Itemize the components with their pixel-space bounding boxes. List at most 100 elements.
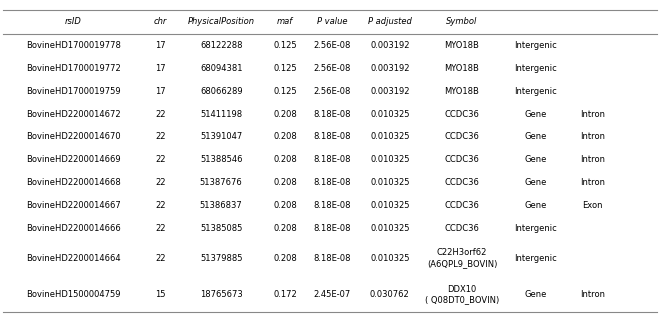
Text: 51391047: 51391047 (200, 132, 242, 141)
Text: 0.172: 0.172 (273, 290, 297, 299)
Text: 0.125: 0.125 (273, 41, 297, 50)
Text: 2.45E-07: 2.45E-07 (314, 290, 351, 299)
Text: P value: P value (317, 17, 348, 26)
Text: BovineHD2200014667: BovineHD2200014667 (26, 201, 121, 210)
Text: 51388546: 51388546 (200, 156, 242, 165)
Text: 8.18E-08: 8.18E-08 (314, 201, 351, 210)
Text: C22H3orf62
(A6QPL9_BOVIN): C22H3orf62 (A6QPL9_BOVIN) (427, 249, 497, 268)
Text: 0.208: 0.208 (273, 178, 297, 187)
Text: MYO18B: MYO18B (445, 64, 479, 73)
Text: 0.003192: 0.003192 (370, 87, 410, 96)
Text: 0.208: 0.208 (273, 109, 297, 118)
Text: 15: 15 (156, 290, 166, 299)
Text: 0.208: 0.208 (273, 254, 297, 263)
Text: 8.18E-08: 8.18E-08 (314, 178, 351, 187)
Text: Gene: Gene (525, 290, 547, 299)
Text: 0.030762: 0.030762 (370, 290, 410, 299)
Text: Symbol: Symbol (446, 17, 478, 26)
Text: 51411198: 51411198 (200, 109, 242, 118)
Text: 17: 17 (156, 41, 166, 50)
Text: BovineHD1700019772: BovineHD1700019772 (26, 64, 121, 73)
Text: MYO18B: MYO18B (445, 87, 479, 96)
Text: P adjusted: P adjusted (368, 17, 412, 26)
Text: Intergenic: Intergenic (514, 224, 557, 233)
Text: 0.010325: 0.010325 (370, 156, 410, 165)
Text: 68122288: 68122288 (200, 41, 242, 50)
Text: 68094381: 68094381 (200, 64, 242, 73)
Text: Gene: Gene (525, 132, 547, 141)
Text: Intron: Intron (580, 156, 605, 165)
Text: CCDC36: CCDC36 (445, 201, 479, 210)
Text: 0.003192: 0.003192 (370, 41, 410, 50)
Text: 0.125: 0.125 (273, 64, 297, 73)
Text: BovineHD2200014669: BovineHD2200014669 (26, 156, 121, 165)
Text: BovineHD2200014666: BovineHD2200014666 (26, 224, 121, 233)
Text: 2.56E-08: 2.56E-08 (314, 64, 351, 73)
Text: 51385085: 51385085 (200, 224, 242, 233)
Text: Intergenic: Intergenic (514, 41, 557, 50)
Text: 22: 22 (156, 254, 166, 263)
Text: 22: 22 (156, 201, 166, 210)
Text: 8.18E-08: 8.18E-08 (314, 156, 351, 165)
Text: Intergenic: Intergenic (514, 64, 557, 73)
Text: 2.56E-08: 2.56E-08 (314, 41, 351, 50)
Text: 8.18E-08: 8.18E-08 (314, 109, 351, 118)
Text: 51387676: 51387676 (200, 178, 243, 187)
Text: 22: 22 (156, 109, 166, 118)
Text: 51379885: 51379885 (200, 254, 242, 263)
Text: 8.18E-08: 8.18E-08 (314, 254, 351, 263)
Text: Intergenic: Intergenic (514, 87, 557, 96)
Text: Intron: Intron (580, 132, 605, 141)
Text: 51386837: 51386837 (200, 201, 243, 210)
Text: CCDC36: CCDC36 (445, 109, 479, 118)
Text: BovineHD1500004759: BovineHD1500004759 (26, 290, 121, 299)
Text: 0.010325: 0.010325 (370, 201, 410, 210)
Text: 17: 17 (156, 87, 166, 96)
Text: CCDC36: CCDC36 (445, 156, 479, 165)
Text: CCDC36: CCDC36 (445, 224, 479, 233)
Text: 0.208: 0.208 (273, 156, 297, 165)
Text: 22: 22 (156, 132, 166, 141)
Text: 0.208: 0.208 (273, 201, 297, 210)
Text: 0.010325: 0.010325 (370, 254, 410, 263)
Text: 22: 22 (156, 224, 166, 233)
Text: 18765673: 18765673 (200, 290, 243, 299)
Text: 0.010325: 0.010325 (370, 224, 410, 233)
Text: 0.010325: 0.010325 (370, 132, 410, 141)
Text: 68066289: 68066289 (200, 87, 242, 96)
Text: Intron: Intron (580, 178, 605, 187)
Text: 8.18E-08: 8.18E-08 (314, 224, 351, 233)
Text: Intron: Intron (580, 109, 605, 118)
Text: BovineHD1700019759: BovineHD1700019759 (26, 87, 121, 96)
Text: Gene: Gene (525, 178, 547, 187)
Text: MYO18B: MYO18B (445, 41, 479, 50)
Text: chr: chr (154, 17, 168, 26)
Text: 2.56E-08: 2.56E-08 (314, 87, 351, 96)
Text: CCDC36: CCDC36 (445, 132, 479, 141)
Text: 0.125: 0.125 (273, 87, 297, 96)
Text: CCDC36: CCDC36 (445, 178, 479, 187)
Text: 0.208: 0.208 (273, 132, 297, 141)
Text: PhysicalPosition: PhysicalPosition (187, 17, 255, 26)
Text: BovineHD2200014672: BovineHD2200014672 (26, 109, 121, 118)
Text: 8.18E-08: 8.18E-08 (314, 132, 351, 141)
Text: Intergenic: Intergenic (514, 254, 557, 263)
Text: BovineHD2200014668: BovineHD2200014668 (26, 178, 121, 187)
Text: Exon: Exon (582, 201, 603, 210)
Text: 0.208: 0.208 (273, 224, 297, 233)
Text: maf: maf (277, 17, 293, 26)
Text: Intron: Intron (580, 290, 605, 299)
Text: DDX10
( Q08DT0_BOVIN): DDX10 ( Q08DT0_BOVIN) (425, 285, 499, 304)
Text: BovineHD2200014670: BovineHD2200014670 (26, 132, 121, 141)
Text: Gene: Gene (525, 156, 547, 165)
Text: Gene: Gene (525, 109, 547, 118)
Text: rsID: rsID (65, 17, 82, 26)
Text: 17: 17 (156, 64, 166, 73)
Text: 0.003192: 0.003192 (370, 64, 410, 73)
Text: 22: 22 (156, 178, 166, 187)
Text: BovineHD1700019778: BovineHD1700019778 (26, 41, 121, 50)
Text: Gene: Gene (525, 201, 547, 210)
Text: 22: 22 (156, 156, 166, 165)
Text: 0.010325: 0.010325 (370, 178, 410, 187)
Text: 0.010325: 0.010325 (370, 109, 410, 118)
